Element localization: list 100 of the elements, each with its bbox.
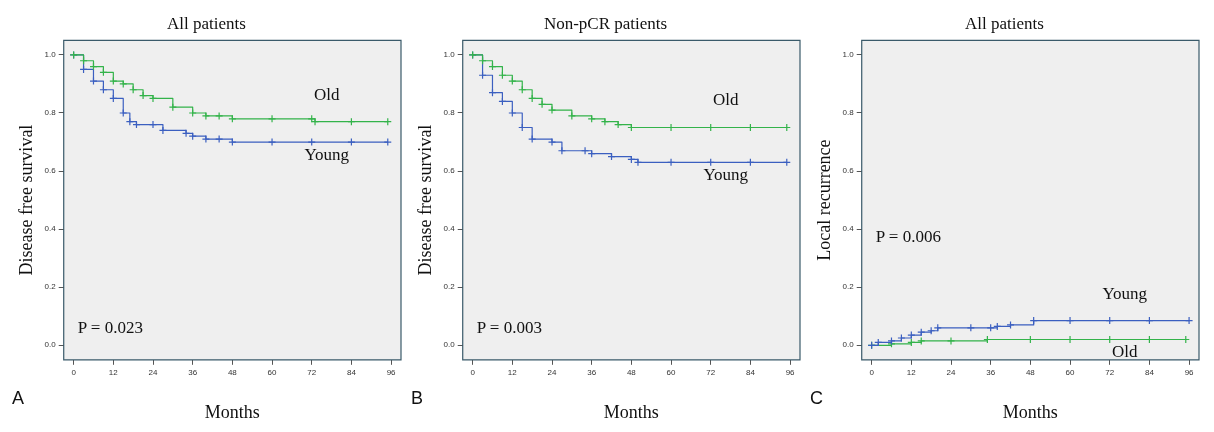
point [158,126,168,135]
point [201,135,211,144]
text: C [810,387,823,408]
point [508,108,517,118]
point [537,100,547,109]
point [310,117,320,126]
y-tick-label: 0.8 [443,108,456,118]
series-label: Young [1102,283,1148,303]
x-tick-label: 96 [1184,367,1195,377]
x-tick-label: 24 [547,367,557,377]
x-axis-title: Months [204,401,260,422]
point [119,79,128,89]
annotation: P = 0.006 [875,226,941,246]
y-tick-label: 0.4 [443,224,456,234]
point [148,94,158,103]
series-label: Old [1112,342,1139,362]
series-label: Young [703,165,749,185]
y-tick-label: 0.2 [44,282,57,292]
point [917,336,926,346]
x-tick-label: 84 [346,367,357,377]
chart-title: All patients [167,13,246,33]
point [547,105,557,115]
x-axis-title: Months [1002,401,1058,422]
point [347,137,356,147]
x-tick-label: 24 [148,367,158,377]
y-tick-label: 0.6 [842,166,855,176]
y-tick-label: 1.0 [44,50,57,60]
point [307,137,316,147]
x-tick-label: 36 [587,367,597,377]
point [557,146,567,155]
y-tick-label: 1.0 [842,50,855,60]
point [215,111,224,120]
y-tick-label: 0.2 [842,282,855,292]
point [267,114,277,123]
series-label: Young [304,145,350,164]
x-tick-label: 60 [267,367,278,377]
y-tick-label: 0.0 [443,340,456,350]
point [547,137,557,147]
x-tick-label: 36 [986,367,996,377]
point [383,137,392,147]
point [508,76,517,86]
y-tick-label: 0.4 [842,224,855,234]
y-axis-title: Local recurrence [813,139,834,261]
x-tick-label: 96 [785,367,796,377]
x-tick-label: 0 [71,367,77,377]
point [138,91,148,100]
y-tick-label: 0.8 [44,108,57,118]
x-tick-label: 72 [307,367,317,377]
x-tick-label: 0 [869,367,875,377]
y-tick-label: 0.2 [443,282,456,292]
x-tick-label: 72 [1105,367,1115,377]
y-tick-label: 0.0 [44,340,57,350]
point [666,158,676,167]
point [1184,316,1194,325]
y-tick-label: 0.6 [44,166,57,176]
point [907,331,916,340]
annotation: P = 0.003 [476,318,542,338]
point [614,120,623,129]
y-tick-label: 0.0 [842,340,855,350]
point [1006,320,1015,330]
x-tick-label: 12 [906,367,917,377]
point [1065,316,1075,325]
point [119,108,128,118]
point [986,323,995,332]
x-tick-label: 48 [1025,367,1036,377]
point [897,333,906,343]
point [267,137,277,147]
point [567,111,576,120]
y-tick-label: 0.4 [44,224,57,234]
series-label: Old [314,84,341,104]
point [89,76,98,86]
point [600,117,610,126]
chart-title: All patients [965,13,1044,33]
point [528,135,537,144]
x-tick-label: 12 [108,367,119,377]
y-axis-title: Disease free survival [414,124,435,276]
annotation: P = 0.023 [77,318,143,338]
x-tick-label: 84 [745,367,756,377]
x-tick-label: 60 [1065,367,1076,377]
x-tick-label: 84 [1144,367,1155,377]
x-tick-label: 96 [386,367,397,377]
point [148,120,158,129]
x-tick-label: 48 [626,367,637,377]
x-tick-label: 60 [666,367,677,377]
x-tick-label: 24 [946,367,956,377]
point [946,336,956,346]
point [201,111,211,120]
point [966,323,975,332]
y-tick-label: 0.8 [842,108,855,118]
point [188,108,197,118]
x-axis-title: Months [603,401,659,422]
chart-title: Non-pCR patients [543,13,668,33]
text: B [411,387,424,408]
point [933,323,942,332]
point [109,76,118,86]
y-tick-label: 0.6 [443,166,456,176]
point [228,137,237,147]
text: A [12,387,25,408]
x-tick-label: 0 [470,367,476,377]
x-tick-label: 48 [227,367,238,377]
